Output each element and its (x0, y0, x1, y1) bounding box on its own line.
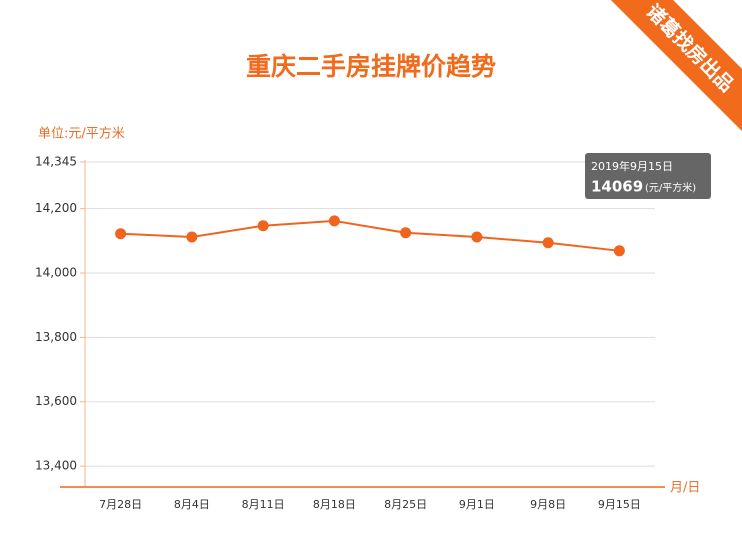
badge-band (596, 0, 742, 142)
tooltip-value: 14069 (591, 178, 643, 196)
x-tick-label: 8月25日 (384, 498, 427, 511)
x-tick-label: 8月18日 (313, 498, 356, 511)
tooltip-box (585, 153, 711, 199)
x-tick-label: 9月8日 (530, 498, 566, 511)
line (120, 219, 620, 252)
point (400, 227, 412, 239)
tooltip: 2019年9月15日 14069 (元/平方米) (585, 153, 711, 199)
y-tick-label: 13,800 (35, 330, 77, 344)
x-tick-label: 8月4日 (174, 498, 210, 511)
point (328, 215, 340, 227)
y-tick-label: 14,345 (35, 155, 77, 169)
x-tick-label: 9月15日 (598, 498, 641, 511)
y-tick-label: 13,400 (35, 459, 77, 473)
x-axis-label: 月/日 (670, 481, 700, 496)
point (613, 245, 625, 257)
plot (115, 215, 625, 257)
point (471, 231, 483, 243)
y-tick-label: 14,000 (35, 266, 77, 280)
x-tick-label: 7月28日 (99, 498, 142, 511)
point (257, 220, 269, 232)
x-tick-label: 8月11日 (242, 498, 285, 511)
y-tick-label: 13,600 (35, 394, 77, 408)
y-tick-label: 14,200 (35, 201, 77, 215)
chart-title: 重庆二手房挂牌价趋势 (246, 52, 496, 81)
point (542, 237, 554, 249)
tooltip-unit: (元/平方米) (645, 181, 696, 194)
x-tick-label: 9月1日 (459, 498, 495, 511)
point (115, 228, 127, 240)
grid: 13,400 13,600 13,800 14,000 14,200 14,345 7月28… (35, 155, 655, 511)
y-axis-label: 单位:元/平方米 (38, 126, 125, 142)
tooltip-date: 2019年9月15日 (591, 159, 673, 173)
point (186, 231, 198, 243)
